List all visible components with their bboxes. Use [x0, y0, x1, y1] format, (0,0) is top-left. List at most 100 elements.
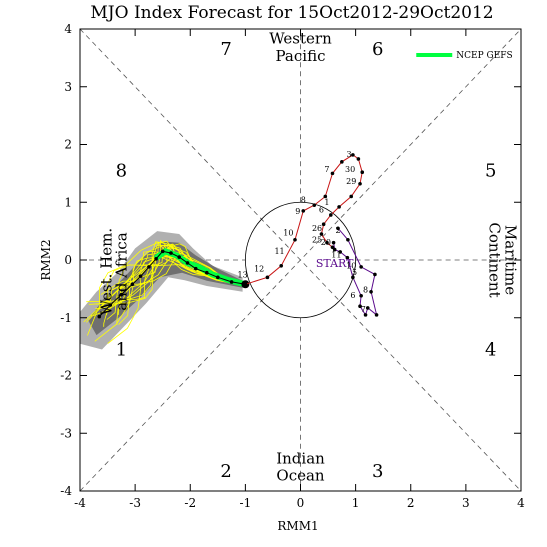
x-tick-label: -2 [184, 496, 196, 510]
day-label: 5 [352, 268, 357, 277]
day-label: 12 [254, 265, 264, 274]
y-tick-label: -1 [60, 311, 72, 325]
x-tick-label: 3 [462, 496, 470, 510]
observed-point [301, 209, 306, 213]
observed-point [336, 226, 340, 231]
phase-label-4: 4 [485, 340, 496, 361]
phase-label-7: 7 [220, 39, 231, 60]
chart-title: MJO Index Forecast for 15Oct2012-29Oct20… [90, 3, 493, 23]
forecast-mean-point [119, 292, 124, 297]
day-label: 29 [346, 177, 356, 186]
x-tick-label: -4 [74, 496, 86, 510]
forecast-mean-point [185, 261, 190, 265]
observed-point [358, 304, 362, 309]
region-maritime-continent-line2: Continent [486, 222, 504, 297]
x-tick-label: 0 [297, 496, 305, 510]
day-label: 9 [295, 207, 300, 216]
region-western-pacific-line2: Pacific [276, 47, 326, 65]
forecast-mean-point [108, 303, 113, 307]
day-label: 7 [324, 165, 329, 174]
observed-point [331, 240, 336, 245]
observed-point [360, 170, 365, 175]
observed-point [325, 240, 329, 245]
region-indian-ocean-line1: Indian [276, 449, 325, 467]
y-tick-label: 1 [64, 195, 72, 209]
day-label: 20 [321, 238, 331, 247]
forecast-mean-point [97, 314, 102, 319]
x-tick-label: -1 [240, 496, 252, 510]
observed-point [329, 213, 333, 217]
observed-point [356, 157, 361, 161]
forecast-mean-point [216, 275, 220, 280]
observed-point [363, 313, 368, 317]
phase-label-5: 5 [485, 160, 496, 181]
observed-point [374, 313, 379, 317]
phase-label-8: 8 [116, 160, 127, 181]
day-label: 11 [274, 247, 284, 256]
forecast-mean-point [138, 274, 143, 278]
observed-point [312, 203, 317, 207]
observed-point [359, 294, 363, 298]
y-axis-label: RMM2 [39, 239, 53, 280]
unit-circle [244, 201, 357, 319]
day-label: 26 [312, 224, 322, 233]
observed-point [365, 306, 370, 310]
observed-point [337, 205, 341, 209]
observed-point [279, 263, 284, 268]
y-tick-label: -2 [60, 369, 72, 383]
observed-point [351, 153, 355, 157]
day-label: 30 [345, 165, 355, 174]
day-label: 6 [319, 206, 324, 215]
forecast-mean-point [154, 257, 158, 261]
forecast-mean-point [204, 270, 209, 275]
region-west-hem-line1: West. Hem. [97, 228, 115, 315]
forecast-mean-point [147, 265, 151, 269]
observed-point [373, 272, 377, 277]
phase-line-diagonal-2 [79, 28, 522, 492]
observed-point [340, 160, 344, 164]
region-indian-ocean-line2: Ocean [276, 467, 325, 485]
observed-point [369, 289, 373, 294]
observed-point [243, 282, 248, 287]
phase-label-1: 1 [116, 340, 127, 361]
observed-point [321, 222, 326, 226]
forecast-mean-point [177, 255, 182, 259]
day-label: 25 [312, 236, 322, 245]
x-axis-label: RMM1 [277, 519, 318, 533]
day-label: 3 [346, 150, 351, 159]
observed-point [323, 194, 328, 199]
x-tick-label: 4 [517, 496, 525, 510]
observed-point [330, 171, 335, 176]
forecast-mean-line [98, 250, 246, 317]
legend-label: NCEP GEFS [456, 51, 512, 61]
region-western-pacific-line1: Western [269, 29, 332, 47]
x-tick-label: 2 [407, 496, 415, 510]
day-label: 1 [324, 198, 329, 207]
forecast-mean-point [160, 249, 165, 254]
forecast-mean-point [229, 280, 234, 284]
region-maritime-continent-line1: Maritime [502, 225, 520, 295]
y-tick-label: 3 [64, 80, 72, 94]
forecast-mean-point [193, 266, 198, 271]
observed-point [330, 245, 335, 250]
observed-point [359, 265, 363, 269]
start-label: START [316, 257, 354, 270]
ensemble-member-line [88, 244, 246, 305]
forecast-mean-point [169, 251, 173, 255]
day-label: 10 [346, 262, 356, 271]
observed-point [338, 250, 342, 254]
y-tick-label: -3 [60, 426, 72, 440]
observed-point [351, 275, 355, 280]
observed-point [345, 255, 350, 260]
day-label: 11 [331, 251, 341, 260]
observed-point [319, 232, 324, 236]
region-west-hem-line2: and Africa [112, 232, 130, 310]
day-label: 8 [301, 195, 306, 204]
y-tick-label: 0 [64, 253, 72, 267]
day-label: 2 [335, 226, 340, 235]
day-label: 7 [361, 305, 366, 314]
phase-label-2: 2 [220, 461, 231, 482]
observed-point [265, 275, 270, 280]
ensemble-member-line [96, 247, 246, 305]
